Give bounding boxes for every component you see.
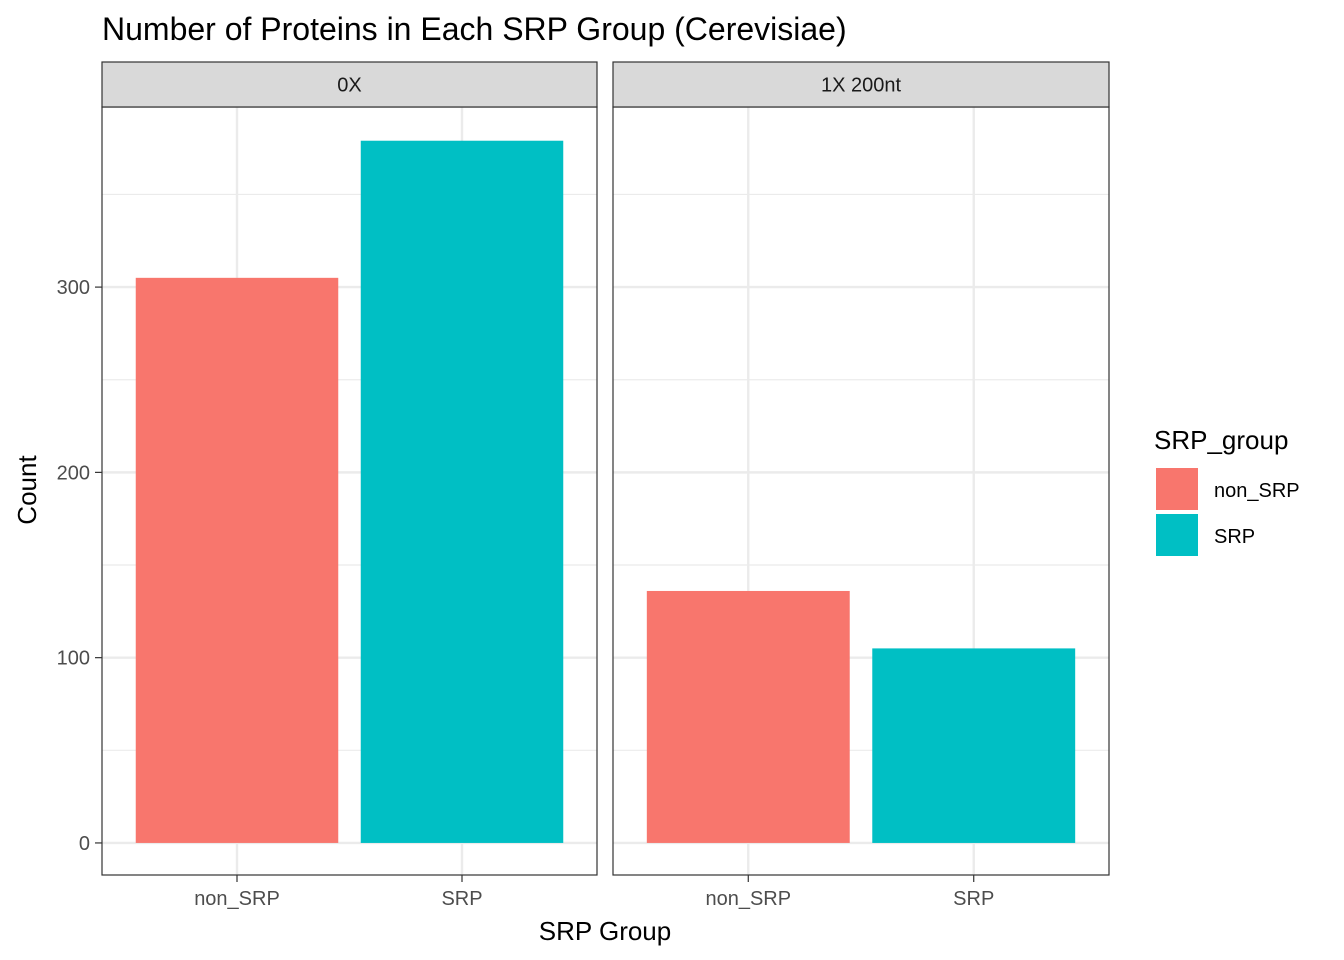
bar-non-srp — [135, 277, 339, 843]
facet-strip — [612, 61, 1110, 108]
y-tick-label: 200 — [57, 462, 90, 484]
legend-label: SRP — [1214, 526, 1255, 548]
facet-panel: 0X non_SRP SRP — [101, 61, 598, 910]
legend-key-srp — [1156, 514, 1198, 556]
facet-panel: 1X 200nt non_SRP SRP — [612, 61, 1110, 910]
facet-panels: 0X non_SRP SRP 1X 200nt non_SRP SRP — [101, 61, 1110, 910]
y-tick-label: 300 — [57, 277, 90, 299]
legend: SRP_group non_SRP SRP — [1154, 425, 1300, 556]
x-tick-label: non_SRP — [705, 888, 791, 910]
bar-srp — [872, 648, 1076, 843]
y-axis: 0 100 200 300 — [57, 277, 102, 855]
y-tick-label: 100 — [57, 648, 90, 670]
x-axis-title: SRP Group — [539, 916, 671, 946]
facet-strip-label: 0X — [337, 75, 361, 97]
bar-non-srp — [646, 590, 850, 843]
facet-strip-label: 1X 200nt — [821, 75, 902, 97]
x-tick-label: non_SRP — [194, 888, 280, 910]
y-tick-label: 0 — [79, 833, 90, 855]
legend-title: SRP_group — [1154, 425, 1288, 455]
x-tick-label: SRP — [441, 888, 482, 910]
chart-title: Number of Proteins in Each SRP Group (Ce… — [102, 11, 847, 47]
bar-srp — [360, 140, 564, 843]
y-axis-title: Count — [12, 455, 42, 525]
x-tick-label: SRP — [953, 888, 994, 910]
legend-key-non-srp — [1156, 468, 1198, 510]
facet-strip — [101, 61, 598, 108]
legend-label: non_SRP — [1214, 480, 1300, 502]
